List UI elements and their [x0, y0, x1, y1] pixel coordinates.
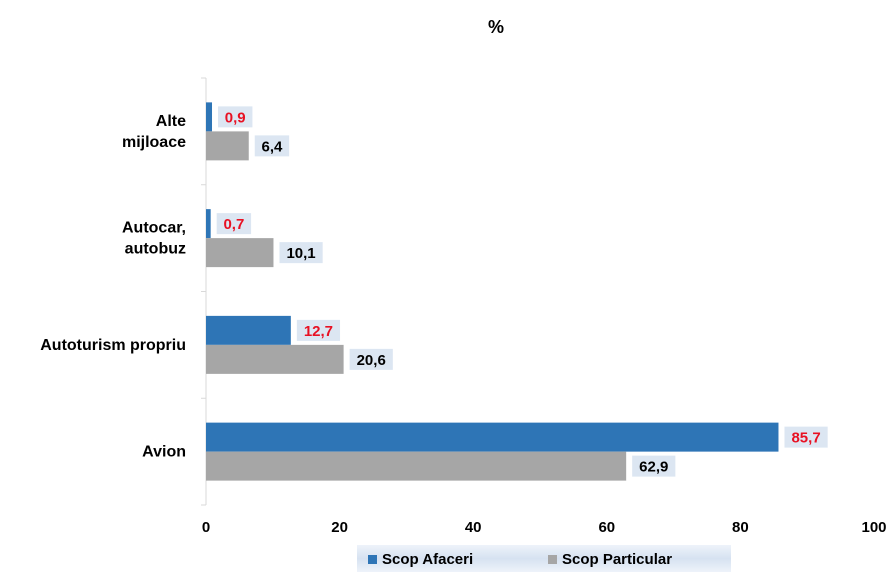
x-tick-label: 100	[861, 519, 886, 536]
x-tick-label: 80	[732, 519, 749, 536]
data-label-box	[216, 213, 252, 235]
bar-particular	[206, 238, 274, 268]
x-tick-label: 0	[202, 519, 210, 536]
bar-afaceri	[206, 422, 779, 452]
legend-label: Scop Afaceri	[382, 551, 473, 568]
x-tick-label: 20	[331, 519, 348, 536]
legend-label: Scop Particular	[562, 551, 672, 568]
data-label: 6,4	[262, 138, 284, 155]
data-label-box	[349, 348, 393, 370]
bar-particular	[206, 131, 249, 161]
x-tick-label: 60	[598, 519, 615, 536]
data-label-box	[279, 242, 323, 264]
data-label-box	[254, 135, 290, 157]
category-label: autobuz	[125, 241, 186, 258]
data-label: 0,9	[225, 109, 246, 126]
data-label: 62,9	[639, 459, 668, 476]
data-label: 12,7	[304, 323, 333, 340]
bar-particular	[206, 344, 344, 374]
legend-swatch-particular	[548, 555, 557, 564]
data-label-box	[784, 426, 828, 448]
legend-swatch-afaceri	[368, 555, 377, 564]
bar-afaceri	[206, 315, 291, 345]
x-tick-label: 40	[465, 519, 482, 536]
category-label: Autocar,	[122, 220, 186, 237]
bar-particular	[206, 451, 627, 481]
data-label: 10,1	[286, 245, 315, 262]
data-label: 85,7	[791, 430, 820, 447]
data-label-box	[296, 319, 341, 341]
data-label-box	[632, 455, 676, 477]
category-label: Alte	[156, 113, 186, 130]
data-label: 0,7	[223, 216, 244, 233]
legend-box	[357, 545, 731, 572]
chart-title: %	[488, 17, 504, 37]
legend: Scop Afaceri Scop Particular	[357, 545, 731, 572]
category-label: Autoturism propriu	[40, 337, 186, 354]
bar-afaceri	[206, 102, 213, 132]
bar-afaceri	[206, 209, 211, 239]
category-label: mijloace	[122, 134, 186, 151]
plot-area: Avion 85,7 62,9 Autoturism propriu 12,7 20,6 A…	[40, 77, 887, 536]
data-label: 20,6	[357, 352, 386, 369]
data-label-box	[218, 106, 253, 128]
category-label: Avion	[142, 444, 186, 461]
